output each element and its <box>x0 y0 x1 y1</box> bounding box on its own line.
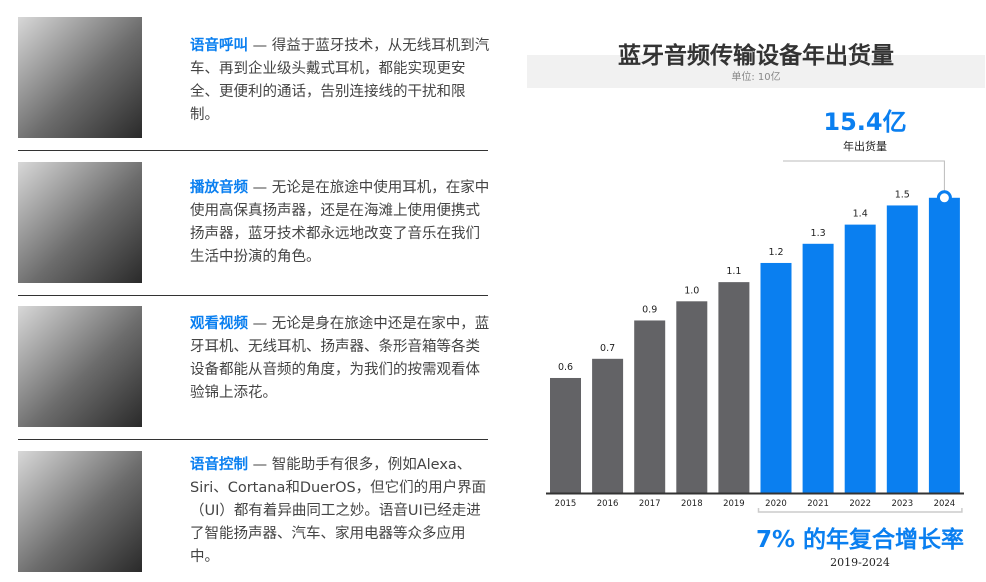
feature-text: — 智能助手有很多，例如Alexa、Siri、Cortana和DuerOS，但它… <box>190 457 487 565</box>
callout-connector <box>783 160 945 192</box>
data-label: 0.9 <box>642 304 657 315</box>
photo-voice-call <box>18 17 142 138</box>
x-tick-label: 2024 <box>934 499 956 509</box>
x-tick-label: 2016 <box>597 499 619 509</box>
feature-voice-control: 语音控制 — 智能助手有很多，例如Alexa、Siri、Cortana和Duer… <box>190 454 490 569</box>
x-tick-label: 2020 <box>765 499 787 509</box>
divider <box>18 295 488 296</box>
photo-audio <box>18 162 142 283</box>
data-label: 0.6 <box>558 362 573 373</box>
data-label: 1.1 <box>726 266 741 277</box>
bar-2017 <box>634 320 666 493</box>
feature-title: 播放音频 <box>190 180 248 196</box>
photo-video <box>18 306 142 427</box>
feature-video: 观看视频 — 无论是身在旅途中还是在家中，蓝牙耳机、无线耳机、扬声器、条形音箱等… <box>190 313 490 405</box>
callout-marker <box>936 190 952 206</box>
cagr-value: 7% 的年复合增长率 <box>755 527 965 553</box>
x-tick-label: 2018 <box>681 499 703 509</box>
feature-text: — 得益于蓝牙技术，从无线耳机到汽车、再到企业级头戴式耳机，都能实现更安全、更便… <box>190 38 490 123</box>
feature-text: — 无论是在旅途中使用耳机，在家中使用高保真扬声器，还是在海滩上使用便携式扬声器… <box>190 180 490 265</box>
feature-text: — 无论是身在旅途中还是在家中，蓝牙耳机、无线耳机、扬声器、条形音箱等各类设备都… <box>190 316 490 401</box>
cagr-period: 2019-2024 <box>830 556 890 569</box>
data-label: 0.7 <box>600 343 615 354</box>
bar-2021 <box>802 243 834 493</box>
x-tick-label: 2019 <box>723 499 745 509</box>
bar-2020 <box>760 262 792 493</box>
bar-2023 <box>886 205 918 493</box>
x-tick-label: 2021 <box>807 499 829 509</box>
x-tick-label: 2023 <box>891 499 913 509</box>
callout-label: 年出货量 <box>843 140 887 153</box>
photo-voice-control <box>18 451 142 572</box>
data-label: 1.5 <box>895 189 910 200</box>
x-tick-label: 2017 <box>639 499 661 509</box>
callout-value: 15.4亿 <box>823 108 907 136</box>
chart-title: 蓝牙音频传输设备年出货量 <box>618 43 894 69</box>
cagr-bracket <box>757 508 963 513</box>
bar-2018 <box>676 301 708 493</box>
bar-2016 <box>592 358 624 493</box>
x-tick-label: 2015 <box>555 499 577 509</box>
chart-subtitle: 单位: 10亿 <box>731 72 781 83</box>
bar-2024 <box>928 197 960 494</box>
data-label: 1.4 <box>853 209 868 220</box>
x-tick-label: 2022 <box>849 499 871 509</box>
bar-2019 <box>718 282 750 493</box>
feature-audio: 播放音频 — 无论是在旅途中使用耳机，在家中使用高保真扬声器，还是在海滩上使用便… <box>190 177 490 269</box>
feature-voice-call: 语音呼叫 — 得益于蓝牙技术，从无线耳机到汽车、再到企业级头戴式耳机，都能实现更… <box>190 35 490 127</box>
divider <box>18 150 488 151</box>
feature-title: 观看视频 <box>190 316 248 332</box>
data-label: 1.0 <box>684 285 699 296</box>
data-label: 1.3 <box>811 228 826 239</box>
data-label: 1.2 <box>768 247 783 258</box>
bar-2015 <box>550 377 581 493</box>
feature-title: 语音呼叫 <box>190 38 248 54</box>
title-band <box>527 55 985 88</box>
bar-2022 <box>844 224 876 493</box>
divider <box>18 439 488 440</box>
feature-title: 语音控制 <box>190 457 248 473</box>
